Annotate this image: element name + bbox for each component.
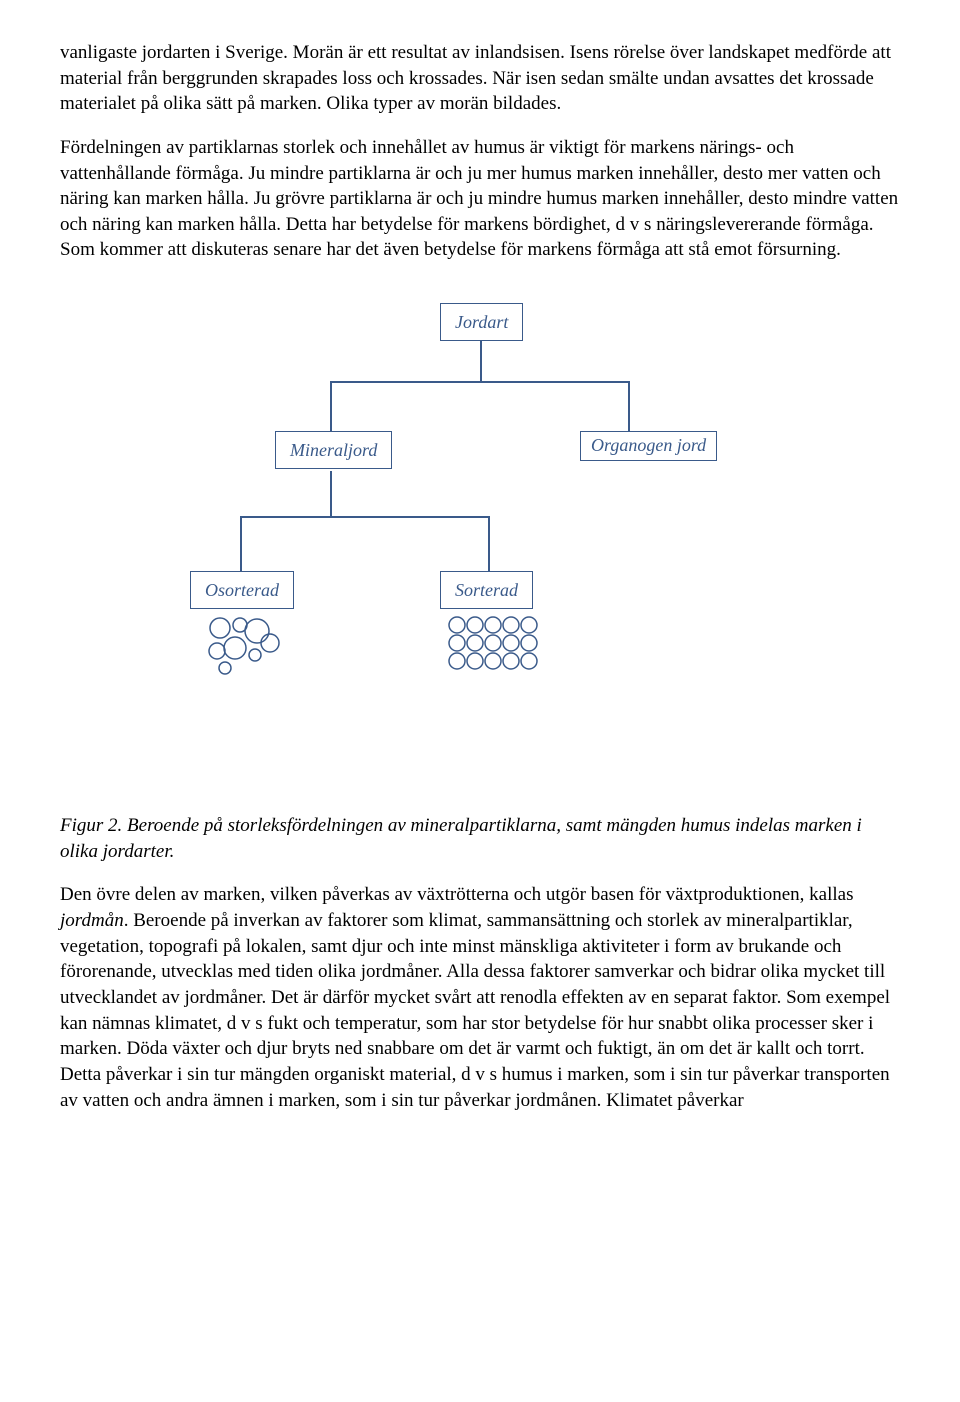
node-mineraljord: Mineraljord (275, 431, 392, 469)
jordart-tree-diagram: Jordart Mineraljord Organogen jord Osort… (180, 293, 780, 753)
term-jordman: jordmån (60, 910, 124, 931)
node-jordart: Jordart (440, 303, 523, 341)
osorterad-particles (205, 613, 305, 691)
sorterad-particles (445, 613, 555, 691)
node-organogen-jord: Organogen jord (580, 431, 717, 461)
figure-caption: Figur 2. Beroende på storleksfördelninge… (60, 813, 900, 864)
paragraph-1: vanligaste jordarten i Sverige. Morän är… (60, 40, 900, 117)
paragraph-3: Den övre delen av marken, vilken påverka… (60, 882, 900, 1113)
p3-part-b: . Beroende på inverkan av faktorer som k… (60, 910, 890, 1110)
node-sorterad: Sorterad (440, 571, 533, 609)
node-osorterad: Osorterad (190, 571, 294, 609)
p3-part-a: Den övre delen av marken, vilken påverka… (60, 884, 854, 905)
paragraph-2: Fördelningen av partiklarnas storlek och… (60, 135, 900, 263)
